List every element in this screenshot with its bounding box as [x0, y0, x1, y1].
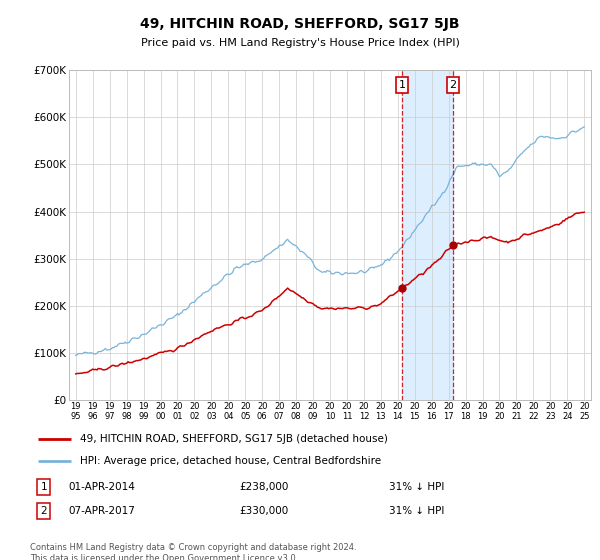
Text: 1: 1 — [398, 80, 406, 90]
Text: 01-APR-2014: 01-APR-2014 — [68, 482, 136, 492]
Text: 1: 1 — [40, 482, 47, 492]
Text: Contains HM Land Registry data © Crown copyright and database right 2024.
This d: Contains HM Land Registry data © Crown c… — [30, 543, 356, 560]
Bar — [402, 70, 453, 400]
Text: Price paid vs. HM Land Registry's House Price Index (HPI): Price paid vs. HM Land Registry's House … — [140, 38, 460, 48]
Text: £330,000: £330,000 — [240, 506, 289, 516]
Text: 2: 2 — [40, 506, 47, 516]
Text: 31% ↓ HPI: 31% ↓ HPI — [389, 482, 444, 492]
Text: HPI: Average price, detached house, Central Bedfordshire: HPI: Average price, detached house, Cent… — [80, 456, 381, 466]
Text: 49, HITCHIN ROAD, SHEFFORD, SG17 5JB: 49, HITCHIN ROAD, SHEFFORD, SG17 5JB — [140, 17, 460, 31]
Text: £238,000: £238,000 — [240, 482, 289, 492]
Text: 07-APR-2017: 07-APR-2017 — [68, 506, 136, 516]
Text: 49, HITCHIN ROAD, SHEFFORD, SG17 5JB (detached house): 49, HITCHIN ROAD, SHEFFORD, SG17 5JB (de… — [80, 434, 388, 444]
Text: 2: 2 — [449, 80, 457, 90]
Text: 31% ↓ HPI: 31% ↓ HPI — [389, 506, 444, 516]
